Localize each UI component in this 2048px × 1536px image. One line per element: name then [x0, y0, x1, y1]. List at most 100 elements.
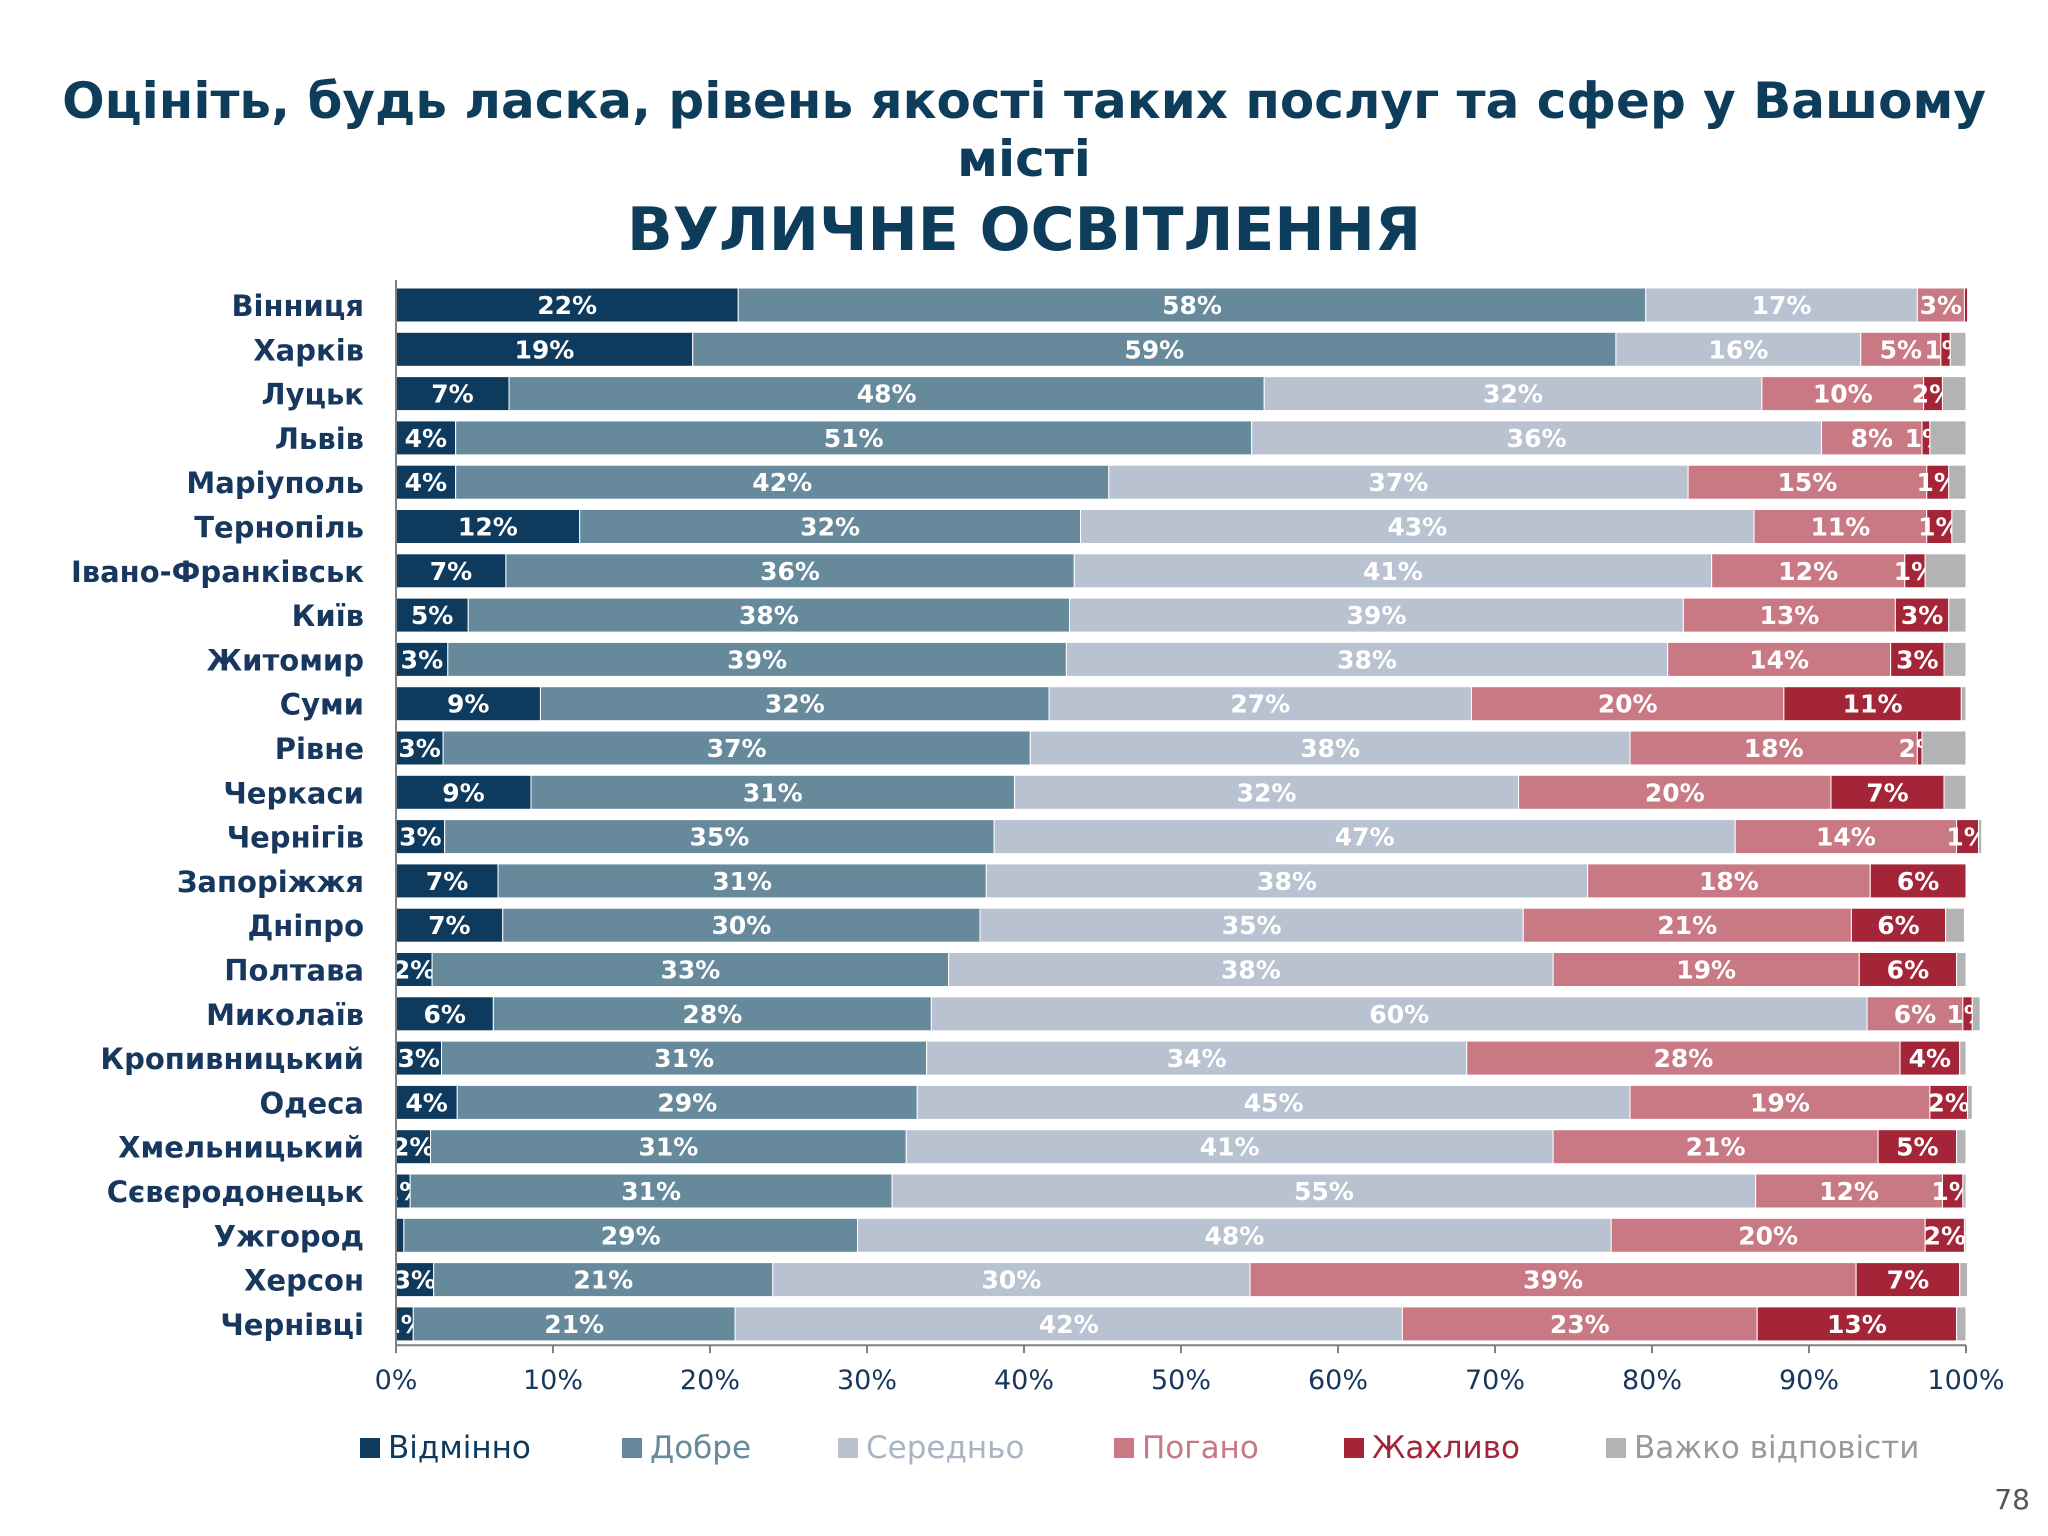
bar-segment: [1860, 331, 1942, 367]
data-label: 3%: [1920, 291, 1962, 320]
data-label: 31%: [621, 1177, 681, 1206]
bar-segment: [442, 730, 1031, 766]
bar-segment: [502, 907, 981, 943]
category-label: Суми: [280, 688, 364, 722]
data-label: 59%: [1124, 335, 1184, 364]
bar-segment: [1610, 1217, 1926, 1253]
bar-segment: [916, 1084, 1631, 1120]
data-label: 20%: [1738, 1221, 1798, 1250]
data-label: 23%: [1550, 1310, 1610, 1339]
bar-segment: [926, 1040, 1468, 1076]
bar-segment: [1522, 907, 1852, 943]
bar-segment: [1962, 1173, 1967, 1209]
data-label: 60%: [1369, 1000, 1429, 1029]
bar-segment: [1963, 1217, 1967, 1253]
data-label: 11%: [1843, 690, 1903, 719]
data-label: 7%: [428, 911, 470, 940]
category-label: Вінниця: [231, 289, 364, 323]
data-label: 32%: [1237, 778, 1297, 807]
bar-segment: [930, 996, 1868, 1032]
category-label: Тернопіль: [194, 511, 364, 545]
category-label: Дніпро: [247, 909, 364, 943]
x-tick-label: 80%: [1622, 1365, 1682, 1396]
data-label: 43%: [1387, 513, 1447, 542]
bar-segment: [1629, 1084, 1931, 1120]
bar-segment: [492, 996, 932, 1032]
data-label: 8%: [1851, 424, 1893, 453]
data-label: 38%: [1337, 645, 1397, 674]
data-label: 48%: [857, 380, 917, 409]
legend-swatch: [1114, 1438, 1134, 1458]
data-label: 38%: [1257, 867, 1317, 896]
bar-segment: [1667, 641, 1892, 677]
category-label: Полтава: [224, 954, 364, 988]
x-tick-label: 30%: [837, 1365, 897, 1396]
bar-segment: [1956, 952, 1967, 987]
data-label: 55%: [1294, 1177, 1354, 1206]
data-label: 7%: [1866, 778, 1908, 807]
data-label: 5%: [1896, 1133, 1938, 1162]
bar-segment: [441, 1040, 928, 1076]
x-tick-label: 100%: [1927, 1365, 2004, 1396]
data-label: 20%: [1598, 690, 1658, 719]
data-label: 28%: [682, 1000, 742, 1029]
bar-segment: [1687, 464, 1928, 500]
bar-segment: [395, 376, 510, 412]
bar-segment: [1869, 863, 1967, 899]
bar-segment: [1466, 1040, 1901, 1076]
data-label: 27%: [1230, 690, 1290, 719]
bar-segment: [1899, 1040, 1961, 1076]
bar-segment: [1783, 686, 1962, 722]
data-label: 1%: [1931, 1177, 1973, 1206]
bar-segment: [395, 1129, 432, 1165]
bar-segment: [579, 509, 1082, 544]
category-label: Харків: [253, 333, 364, 367]
legend-label: Добре: [650, 1430, 751, 1466]
data-label: 4%: [1909, 1044, 1951, 1073]
data-label: 42%: [752, 468, 812, 497]
bar-segment: [395, 464, 457, 500]
data-label: 20%: [1645, 778, 1705, 807]
bar-segment: [734, 1306, 1403, 1342]
bar-segment: [1921, 730, 1967, 766]
data-label: 19%: [514, 335, 574, 364]
legend-label: Важко відповісти: [1634, 1430, 1919, 1466]
bar-segment: [1956, 1129, 1967, 1165]
data-label: 16%: [1708, 335, 1768, 364]
data-label: 5%: [411, 601, 453, 630]
data-label: 32%: [800, 513, 860, 542]
data-label: 11%: [1810, 513, 1870, 542]
data-label: 6%: [423, 1000, 465, 1029]
legend-label: Середньо: [866, 1430, 1024, 1466]
data-label: 19%: [1676, 956, 1736, 985]
bar-segment: [467, 597, 1071, 633]
data-label: 12%: [1778, 557, 1838, 586]
bar-segment: [1552, 1129, 1879, 1165]
bar-segment: [1734, 819, 1958, 855]
bar-segment: [1756, 1306, 1958, 1342]
data-label: 38%: [739, 601, 799, 630]
bar-segment: [409, 1173, 893, 1209]
category-label: Маріуполь: [186, 466, 364, 500]
data-label: 2%: [1924, 1221, 1966, 1250]
x-tick-label: 60%: [1308, 1365, 1368, 1396]
bar-segment: [1048, 686, 1472, 722]
chart-title: ВУЛИЧНЕ ОСВІТЛЕННЯ: [627, 195, 1421, 265]
category-label: Чернігів: [227, 821, 364, 855]
bar-segment: [1956, 1306, 1967, 1342]
category-label: Миколаїв: [206, 998, 364, 1032]
bar-segment: [395, 863, 499, 899]
bar-segment: [1029, 730, 1631, 766]
legend-swatch: [1344, 1438, 1364, 1458]
data-label: 10%: [1813, 380, 1873, 409]
data-label: 21%: [1657, 911, 1717, 940]
category-label: Черкаси: [223, 776, 364, 810]
bar-segment: [1850, 907, 1947, 943]
data-label: 36%: [1507, 424, 1567, 453]
data-label: 3%: [1901, 601, 1943, 630]
bar-segment: [993, 819, 1736, 855]
legend-label: Жахливо: [1372, 1430, 1520, 1466]
category-label: Ужгород: [214, 1219, 364, 1253]
bar-segment: [1629, 730, 1918, 766]
bar-segment: [1971, 996, 1981, 1032]
